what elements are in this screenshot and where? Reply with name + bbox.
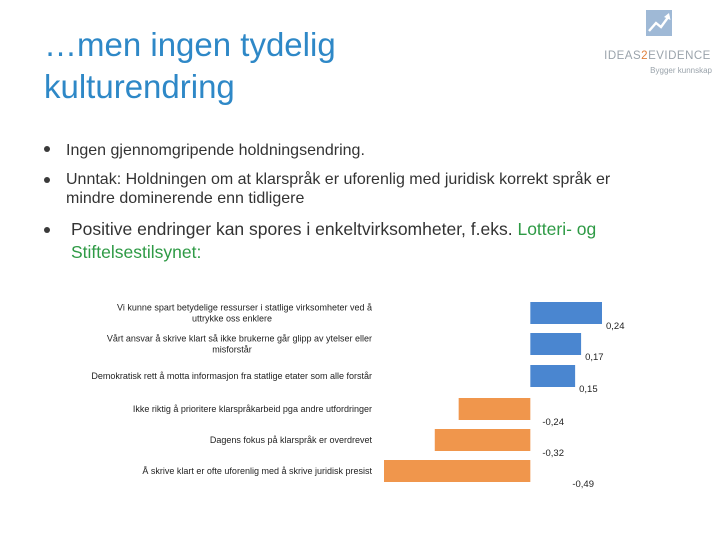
value-label: 0,15 bbox=[579, 384, 598, 395]
bullet-text: Ingen gjennomgripende holdningsendring. bbox=[66, 142, 365, 159]
value-label: -0,32 bbox=[542, 448, 564, 459]
bullet-text: Positive endringer kan spores i enkeltvi… bbox=[71, 218, 596, 264]
bullet-text: Unntak: Holdningen om at klarspråk er uf… bbox=[66, 170, 610, 208]
category-label: Vårt ansvar å skrive klart så ikke bruke… bbox=[107, 334, 372, 344]
chart-arrow-icon bbox=[646, 10, 672, 36]
negative-bar bbox=[384, 460, 531, 482]
logo-wordmark-part-2: 2 bbox=[641, 50, 649, 62]
bullet-text-line: Unntak: Holdningen om at klarspråk er uf… bbox=[66, 171, 611, 188]
logo-wordmark-part-3: EVIDENCE bbox=[648, 50, 711, 62]
category-label: Vi kunne spart betydelige ressurser i st… bbox=[117, 303, 372, 313]
negative-bar bbox=[458, 398, 531, 420]
highlighted-link-text: Lotteri- og bbox=[517, 219, 597, 239]
category-label: Ikke riktig å prioritere klarspråkarbeid… bbox=[133, 404, 372, 414]
highlighted-link-text: Stiftelsestilsynet: bbox=[71, 242, 202, 262]
category-label: uttrykke oss enklere bbox=[192, 314, 272, 324]
category-label: Dagens fokus på klarspråk er overdrevet bbox=[210, 435, 373, 445]
positive-bar bbox=[530, 333, 582, 355]
logo-wordmark-part-1: IDEAS bbox=[604, 50, 642, 62]
bullet-dot-icon bbox=[44, 177, 50, 183]
ideas2evidence-logo: IDEAS2EVIDENCE Bygger kunnskap bbox=[600, 10, 715, 80]
category-label: misforstår bbox=[212, 345, 252, 355]
bullet-dot-icon bbox=[44, 146, 50, 152]
bullet-text-line: Positive endringer kan spores i enkeltvi… bbox=[71, 219, 518, 239]
bullet-text-line: mindre dominerende enn tidligere bbox=[66, 190, 305, 207]
value-label: -0,24 bbox=[542, 417, 564, 428]
bullet-dot-icon bbox=[44, 227, 50, 233]
logo-tagline: Bygger kunnskap bbox=[650, 66, 712, 75]
positive-bar bbox=[530, 365, 576, 387]
slide-title: …men ingen tydelig kulturendring bbox=[44, 24, 564, 108]
slide-title-line-2: kulturendring bbox=[44, 68, 235, 105]
negative-bar bbox=[434, 429, 531, 451]
slide-title-line-1: …men ingen tydelig bbox=[44, 26, 336, 63]
value-label: 0,17 bbox=[585, 352, 604, 363]
positive-bar bbox=[530, 302, 602, 324]
logo-wordmark: IDEAS2EVIDENCE bbox=[600, 50, 715, 62]
value-label: -0,49 bbox=[572, 479, 594, 490]
category-label: Demokratisk rett å motta informasjon fra… bbox=[91, 371, 372, 381]
category-label: Å skrive klart er ofte uforenlig med å s… bbox=[142, 466, 372, 476]
value-label: 0,24 bbox=[606, 321, 625, 332]
